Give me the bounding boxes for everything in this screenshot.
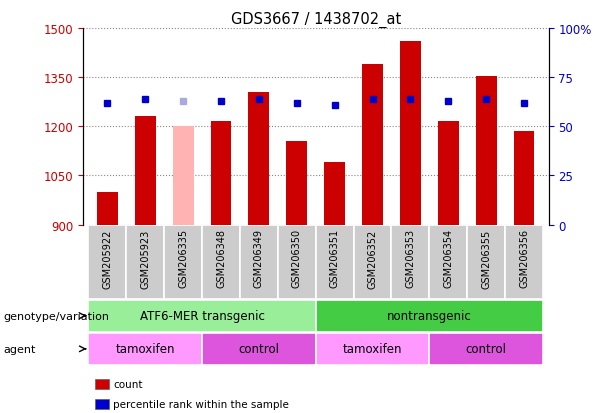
Text: tamoxifen: tamoxifen: [343, 342, 402, 356]
Bar: [324, 163, 345, 225]
Bar: [286, 142, 307, 225]
Bar: [135, 117, 156, 225]
Bar: [211, 122, 232, 225]
Text: count: count: [113, 379, 143, 389]
Text: ATF6-MER transgenic: ATF6-MER transgenic: [140, 309, 264, 323]
Bar: [97, 192, 118, 225]
Text: GSM206348: GSM206348: [216, 229, 226, 288]
Bar: [248, 93, 269, 225]
Bar: [240, 225, 278, 299]
Text: genotype/variation: genotype/variation: [3, 311, 109, 321]
Bar: [354, 225, 392, 299]
Bar: [316, 333, 429, 365]
Bar: [429, 225, 467, 299]
Text: percentile rank within the sample: percentile rank within the sample: [113, 399, 289, 409]
Bar: [278, 225, 316, 299]
Title: GDS3667 / 1438702_at: GDS3667 / 1438702_at: [230, 12, 401, 28]
Bar: [429, 333, 543, 365]
Text: GSM205922: GSM205922: [102, 229, 112, 288]
Bar: [88, 300, 316, 332]
Bar: [438, 122, 459, 225]
Text: nontransgenic: nontransgenic: [387, 309, 471, 323]
Bar: [476, 76, 497, 225]
Bar: [126, 225, 164, 299]
Bar: [362, 65, 383, 225]
Bar: [88, 225, 126, 299]
Bar: [202, 333, 316, 365]
Text: tamoxifen: tamoxifen: [115, 342, 175, 356]
Text: agent: agent: [3, 344, 36, 354]
Bar: [164, 225, 202, 299]
Text: GSM206350: GSM206350: [292, 229, 302, 288]
Bar: [316, 225, 354, 299]
Bar: [88, 333, 202, 365]
Text: GSM206335: GSM206335: [178, 229, 188, 288]
Text: GSM206354: GSM206354: [443, 229, 453, 288]
Text: GSM206353: GSM206353: [405, 229, 416, 288]
Text: GSM206356: GSM206356: [519, 229, 529, 288]
Bar: [400, 42, 421, 225]
Bar: [514, 132, 535, 225]
Text: GSM206351: GSM206351: [330, 229, 340, 288]
Text: GSM206349: GSM206349: [254, 229, 264, 288]
Bar: [392, 225, 429, 299]
Text: GSM206352: GSM206352: [368, 229, 378, 288]
Text: control: control: [238, 342, 280, 356]
Text: GSM206355: GSM206355: [481, 229, 491, 288]
Bar: [467, 225, 505, 299]
Bar: [202, 225, 240, 299]
Bar: [505, 225, 543, 299]
Bar: [173, 127, 194, 225]
Text: GSM205923: GSM205923: [140, 229, 150, 288]
Bar: [316, 300, 543, 332]
Text: control: control: [466, 342, 506, 356]
